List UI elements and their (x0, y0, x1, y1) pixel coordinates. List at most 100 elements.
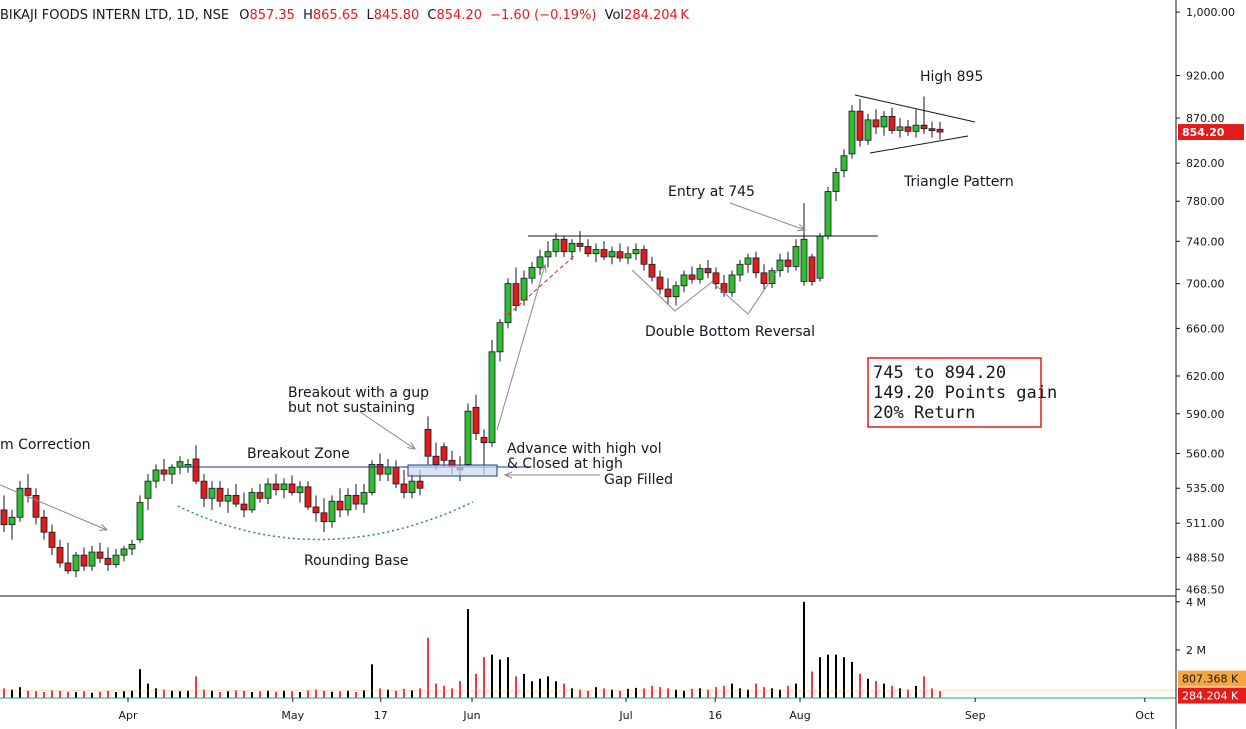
candle-body (552, 238, 560, 253)
symbol: BIKAJI FOODS INTERN LTD, 1D, NSE (0, 8, 229, 23)
label: H (303, 8, 313, 23)
candle-body (840, 155, 848, 172)
candle-body (168, 466, 176, 475)
volume-bar (227, 691, 229, 698)
volume-bar (787, 685, 789, 698)
candle-body (160, 469, 168, 475)
volume-bar (187, 690, 189, 698)
candle-body (224, 494, 232, 502)
candle-body (288, 483, 296, 493)
volume-tag-label: 284.204 K (1182, 690, 1239, 703)
candle-body (88, 551, 96, 567)
volume-bar (491, 654, 493, 698)
volume-bar (139, 669, 141, 698)
price-pane (0, 96, 944, 698)
y-tick-label: 1,000.00 (1186, 6, 1235, 19)
candle-body (808, 256, 816, 282)
volume-bar (563, 683, 565, 698)
candle-body (16, 487, 24, 518)
candle-body (328, 500, 336, 523)
candle-body (752, 257, 760, 274)
candle-body (912, 124, 920, 132)
volume-bar (67, 691, 69, 698)
volume-bar (395, 690, 397, 698)
volume-bar (907, 689, 909, 698)
candle-body (768, 270, 776, 285)
candle-body (800, 238, 808, 282)
x-tick-label: Apr (118, 709, 138, 722)
y-tick-label: 620.00 (1186, 370, 1225, 383)
volume-bar (459, 681, 461, 698)
candle-body (696, 268, 704, 280)
candle-body (72, 554, 80, 572)
y-tick-label: 488.50 (1186, 551, 1225, 564)
volume-bar (259, 691, 261, 698)
volume-bar (27, 690, 29, 698)
candle-body (824, 191, 832, 237)
trend-line (507, 254, 576, 316)
candle-body (232, 494, 240, 505)
volume-bar (795, 683, 797, 698)
volume-bar (19, 687, 21, 698)
volume-bar (819, 657, 821, 698)
candle-body (208, 487, 216, 499)
candle-body (816, 235, 824, 279)
volume-bar (891, 685, 893, 698)
volume-bar (811, 671, 813, 698)
volume-bar (299, 691, 301, 698)
annotation: Breakout with a gup (288, 385, 429, 401)
annotation: Breakout Zone (247, 446, 350, 462)
candle-body (320, 512, 328, 523)
y-tick-label: 740.00 (1186, 235, 1225, 248)
arrow (496, 265, 545, 431)
y-tick-label: 660.00 (1186, 322, 1225, 335)
triangle-upper (854, 94, 976, 123)
volume-bar (155, 688, 157, 698)
candle-body (336, 500, 344, 511)
volume-bar (867, 678, 869, 698)
volume-bar (779, 689, 781, 698)
candle-body (736, 263, 744, 276)
volume-bar (579, 689, 581, 698)
volume-bar (483, 657, 485, 698)
volume-bar (411, 690, 413, 698)
candle-body (176, 461, 184, 468)
x-tick-label: 17 (374, 709, 388, 722)
candle-body (264, 483, 272, 499)
candle-body (112, 554, 120, 565)
candle-body (848, 110, 856, 155)
volume-bar (75, 692, 77, 698)
candle-body (360, 492, 368, 505)
x-tick-label: May (281, 709, 304, 722)
volume-bar (363, 690, 365, 698)
candle-body (880, 115, 888, 128)
candle-body (480, 436, 488, 444)
candle-body (248, 492, 256, 511)
candle-body (928, 128, 936, 132)
value: 857.35 (249, 8, 295, 23)
arrow (359, 411, 415, 449)
y-tick-label: 535.00 (1186, 482, 1225, 495)
volume-bar (499, 659, 501, 698)
candle-body (136, 502, 144, 541)
note-line: 149.20 Points gain (873, 383, 1057, 403)
volume-bar (99, 691, 101, 698)
volume-bar (419, 688, 421, 698)
candle-body (656, 276, 664, 290)
drawings (0, 94, 1042, 541)
value: 854.20 (437, 8, 483, 23)
annotation: Triangle Pattern (903, 174, 1014, 190)
candle-body (96, 551, 104, 559)
volume-bar (835, 654, 837, 698)
annotation: but not sustaining (288, 400, 415, 416)
volume-bar (683, 690, 685, 698)
volume-bar (739, 688, 741, 698)
volume-bar (387, 689, 389, 698)
volume-bar (763, 687, 765, 698)
note-line: 20% Return (873, 403, 975, 423)
volume-bar (35, 691, 37, 698)
volume-bar (43, 691, 45, 698)
volume-bar (443, 685, 445, 698)
volume-bar (539, 678, 541, 698)
volume-bar (51, 690, 53, 698)
